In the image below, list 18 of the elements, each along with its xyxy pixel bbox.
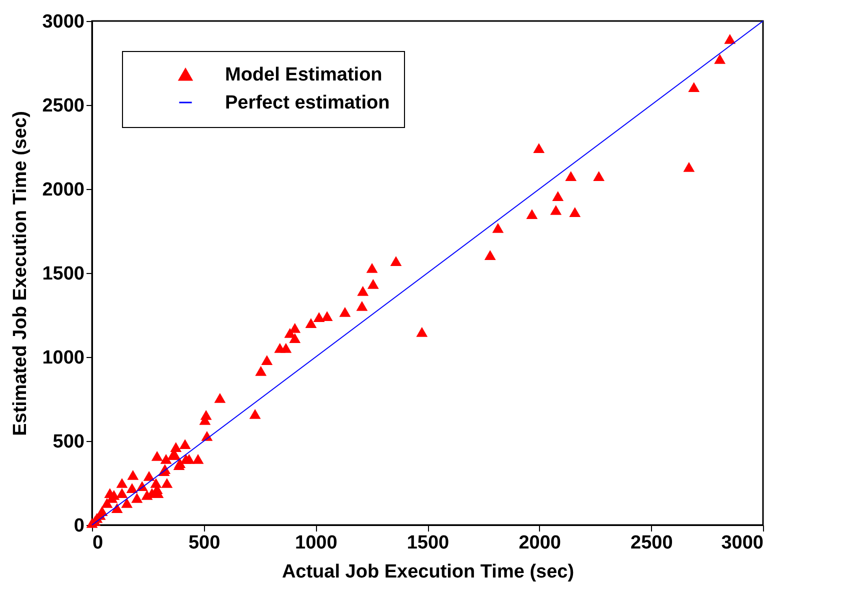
- y-tick-label: 2500: [42, 96, 84, 116]
- y-tick-label: 1500: [42, 264, 84, 284]
- legend-label: Perfect estimation: [225, 92, 390, 114]
- x-tick-label: 1500: [406, 532, 450, 554]
- x-tick-label: 2500: [630, 532, 673, 554]
- y-axis-title: Estimated Job Execution Time (sec): [10, 111, 32, 436]
- y-tick-label: 3000: [42, 12, 84, 32]
- x-tick-label: 500: [188, 532, 220, 554]
- x-tick-label: 2000: [518, 532, 561, 554]
- x-axis-title: Actual Job Execution Time (sec): [282, 562, 574, 582]
- y-tick-label: 500: [52, 432, 84, 452]
- y-tick-label: 2000: [42, 180, 84, 200]
- x-tick-label: 3000: [721, 532, 764, 554]
- legend-label: Model Estimation: [225, 64, 382, 86]
- y-tick-label: 0: [74, 516, 84, 536]
- x-tick-label: 1000: [295, 532, 338, 554]
- y-tick-label: 1000: [42, 348, 84, 368]
- x-tick-label: 0: [92, 532, 104, 554]
